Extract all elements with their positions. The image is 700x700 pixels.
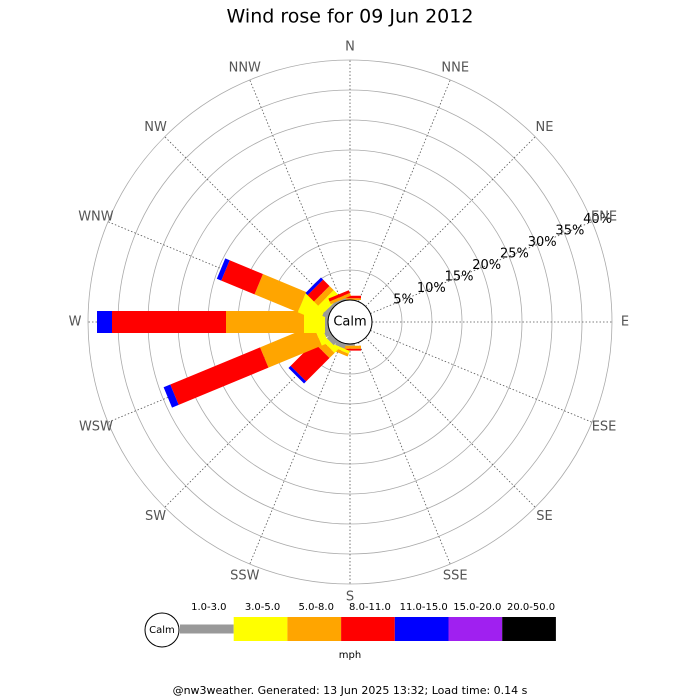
- direction-label: NNE: [441, 60, 469, 75]
- calm-circle: [327, 299, 373, 345]
- r-tick-label: 20%: [472, 258, 501, 273]
- spoke: [370, 221, 593, 314]
- bar-segment: [313, 285, 334, 306]
- spoke: [358, 342, 451, 565]
- legend-label: 5.0-8.0: [299, 602, 334, 613]
- bar-segment: [221, 260, 263, 295]
- bar-segment: [326, 334, 338, 346]
- spoke: [365, 337, 536, 508]
- direction-label: NW: [144, 120, 167, 135]
- bar-segment: [170, 347, 269, 405]
- legend-label: 11.0-15.0: [400, 602, 448, 613]
- bar-segment: [226, 311, 304, 333]
- legend-swatch: [180, 624, 234, 634]
- direction-label: SSE: [443, 569, 468, 584]
- bar-segment: [112, 311, 226, 333]
- r-tick-label: 10%: [417, 281, 446, 296]
- bar-segment: [336, 298, 347, 304]
- direction-label: WSW: [79, 420, 113, 435]
- direction-label: W: [69, 315, 82, 330]
- direction-label: NE: [535, 120, 553, 135]
- bar-segment: [325, 317, 328, 327]
- legend-calm-circle: [144, 612, 180, 648]
- direction-label: SE: [536, 509, 552, 524]
- bar-segment: [328, 342, 350, 354]
- bar-segment: [290, 342, 330, 382]
- footer: @nw3weather. Generated: 13 Jun 2025 13:3…: [173, 684, 528, 697]
- bar-segment: [163, 384, 179, 408]
- direction-label: NNW: [229, 60, 261, 75]
- spoke: [249, 79, 342, 302]
- r-tick-label: 25%: [500, 246, 529, 261]
- legend-label: 20.0-50.0: [507, 602, 555, 613]
- direction-label: N: [345, 40, 355, 55]
- bar-segment: [328, 300, 338, 310]
- legend-label: 8.0-11.0: [349, 602, 391, 613]
- direction-label: E: [621, 315, 629, 330]
- grid-ring: [87, 59, 613, 585]
- r-tick-label: 35%: [555, 223, 584, 238]
- spoke: [365, 136, 536, 307]
- legend-swatch: [287, 617, 342, 641]
- spoke: [249, 342, 342, 565]
- legend-swatch: [502, 617, 556, 641]
- legend-swatch: [448, 617, 503, 641]
- legend-label: 3.0-5.0: [245, 602, 280, 613]
- spoke: [370, 330, 593, 423]
- calm-label: Calm: [333, 315, 366, 330]
- direction-label: SSW: [230, 569, 260, 584]
- bar-segment: [345, 344, 355, 346]
- bar-segment: [97, 311, 112, 333]
- r-tick-label: 40%: [583, 212, 612, 227]
- bar-segment: [329, 293, 352, 305]
- legend-swatch: [341, 617, 395, 641]
- bar-segment: [307, 279, 330, 302]
- direction-label: S: [346, 590, 354, 605]
- legend-calm-label: Calm: [149, 625, 175, 636]
- bar-segment: [254, 274, 307, 313]
- direction-label: WNW: [78, 209, 114, 224]
- bar-segment: [322, 306, 332, 319]
- spoke: [164, 136, 335, 307]
- bar-segment: [318, 290, 341, 313]
- r-tick-label: 5%: [393, 292, 414, 307]
- direction-label: ESE: [592, 420, 617, 435]
- bar-segment: [328, 290, 350, 302]
- r-tick-label: 15%: [445, 269, 474, 284]
- legend-swatch: [233, 617, 288, 641]
- bar-segment: [305, 277, 324, 296]
- bar-segment: [216, 258, 230, 281]
- bar-segment: [260, 325, 322, 368]
- unit-label: mph: [339, 650, 361, 661]
- legend-label: 15.0-20.0: [453, 602, 501, 613]
- chart-title: Wind rose for 09 Jun 2012: [227, 6, 474, 28]
- bar-segment: [335, 340, 347, 349]
- spoke: [358, 79, 451, 302]
- bar-segment: [288, 365, 307, 384]
- r-tick-label: 30%: [528, 235, 557, 250]
- legend-label: 1.0-3.0: [191, 602, 226, 613]
- direction-label: ENE: [591, 209, 617, 224]
- direction-label: SW: [145, 509, 166, 524]
- legend-swatch: [394, 617, 449, 641]
